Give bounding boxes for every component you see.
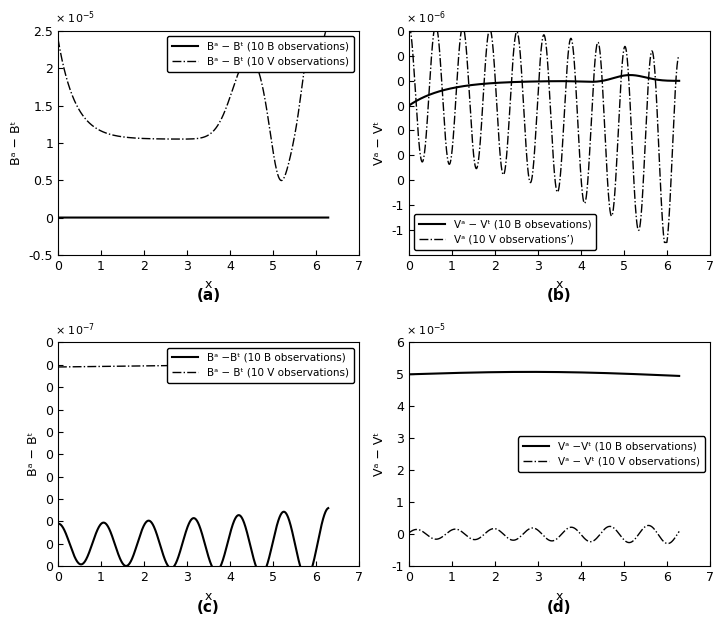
- Text: $\times\ 10^{-7}$: $\times\ 10^{-7}$: [55, 321, 95, 338]
- Text: (a): (a): [196, 288, 221, 303]
- X-axis label: x: x: [205, 278, 212, 291]
- Text: $\times\ 10^{-5}$: $\times\ 10^{-5}$: [55, 10, 95, 26]
- Y-axis label: Bᵃ − Bᵗ: Bᵃ − Bᵗ: [27, 432, 40, 477]
- Legend: Vᵃ − Vᵗ (10 B obsevations), Vᵃ (10 V observations’): Vᵃ − Vᵗ (10 B obsevations), Vᵃ (10 V obs…: [414, 214, 597, 250]
- Text: $\times\ 10^{-5}$: $\times\ 10^{-5}$: [406, 321, 446, 338]
- Text: (b): (b): [547, 288, 572, 303]
- Text: $\times\ 10^{-6}$: $\times\ 10^{-6}$: [406, 10, 446, 26]
- X-axis label: x: x: [205, 590, 212, 603]
- Legend: Vᵃ −Vᵗ (10 B observations), Vᵃ − Vᵗ (10 V observations): Vᵃ −Vᵗ (10 B observations), Vᵃ − Vᵗ (10 …: [518, 436, 704, 472]
- Y-axis label: Vᵃ − Vᵗ: Vᵃ − Vᵗ: [373, 432, 386, 476]
- X-axis label: x: x: [556, 590, 563, 603]
- X-axis label: x: x: [556, 278, 563, 291]
- Y-axis label: Bᵃ − Bᵗ: Bᵃ − Bᵗ: [10, 120, 23, 165]
- Legend: Bᵃ −Bᵗ (10 B observations), Bᵃ − Bᵗ (10 V observations): Bᵃ −Bᵗ (10 B observations), Bᵃ − Bᵗ (10 …: [167, 348, 354, 383]
- Text: (c): (c): [197, 600, 220, 615]
- Y-axis label: Vᵃ − Vᵗ: Vᵃ − Vᵗ: [373, 121, 386, 165]
- Text: (d): (d): [547, 600, 572, 615]
- Legend: Bᵃ − Bᵗ (10 B observations), Bᵃ − Bᵗ (10 V observations): Bᵃ − Bᵗ (10 B observations), Bᵃ − Bᵗ (10…: [167, 36, 354, 72]
